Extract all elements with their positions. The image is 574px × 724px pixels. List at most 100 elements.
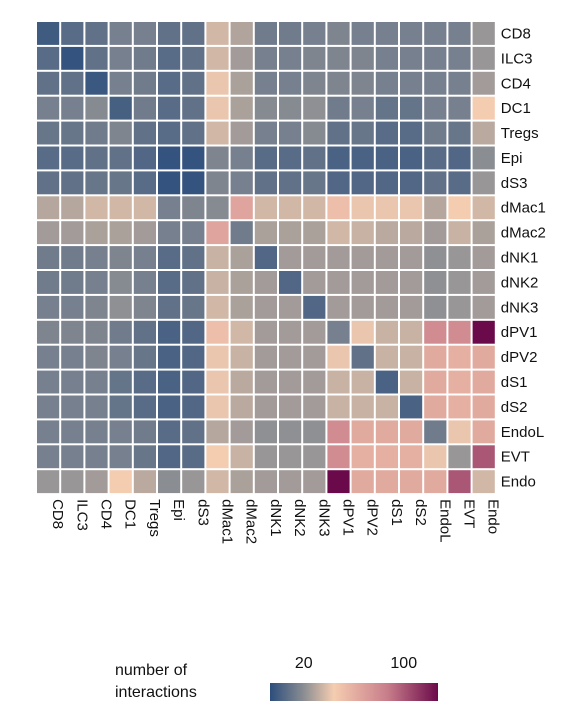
heatmap-cell-Tregs-CD8: [37, 121, 60, 145]
heatmap-cell-EndoL-Epi: [158, 420, 181, 444]
heatmap-cell-dS1-dNK3: [303, 370, 326, 394]
heatmap-cell-dS3-dS3: [182, 171, 205, 195]
heatmap-cell-dNK3-Epi: [158, 295, 181, 319]
heatmap-cell-EVT-dS2: [400, 445, 423, 469]
heatmap-cell-Epi-EVT: [448, 146, 471, 170]
row-label-Epi: Epi: [501, 150, 523, 167]
heatmap-cell-dNK3-dMac2: [230, 295, 253, 319]
heatmap-cell-DC1-EVT: [448, 96, 471, 120]
heatmap-cell-Epi-dS3: [182, 146, 205, 170]
heatmap-cell-Epi-dMac1: [206, 146, 229, 170]
heatmap-cell-dS2-dPV1: [327, 395, 350, 419]
col-label-EndoL: EndoL: [436, 499, 453, 542]
heatmap-cell-DC1-dMac2: [230, 96, 253, 120]
heatmap-cell-EndoL-dNK1: [254, 420, 277, 444]
heatmap-cell-DC1-dS1: [375, 96, 398, 120]
heatmap-cell-CD4-EndoL: [424, 71, 447, 95]
heatmap-cell-Tregs-EndoL: [424, 121, 447, 145]
heatmap-cell-dMac2-dPV2: [351, 221, 374, 245]
heatmap-cell-CD4-dNK2: [279, 71, 302, 95]
col-label-dS2: dS2: [412, 499, 429, 526]
heatmap-cell-CD4-EVT: [448, 71, 471, 95]
heatmap-cell-dPV1-dNK2: [279, 320, 302, 344]
heatmap-cell-dPV1-dMac1: [206, 320, 229, 344]
heatmap-cell-dS3-CD8: [37, 171, 60, 195]
heatmap-cell-EVT-CD4: [85, 445, 108, 469]
col-label-Epi: Epi: [170, 499, 187, 521]
heatmap-cell-dS2-dNK3: [303, 395, 326, 419]
row-label-dPV2: dPV2: [501, 349, 538, 366]
heatmap-cell-Tregs-dMac2: [230, 121, 253, 145]
heatmap-cell-DC1-dPV1: [327, 96, 350, 120]
heatmap-cell-dNK2-Endo: [472, 271, 495, 294]
heatmap-cell-dNK3-DC1: [109, 295, 132, 319]
heatmap-cell-CD8-dPV2: [351, 22, 374, 45]
heatmap-cell-EndoL-dS2: [400, 420, 423, 444]
heatmap-cell-dNK2-Tregs: [133, 271, 156, 294]
heatmap-cell-dNK1-Epi: [158, 246, 181, 269]
heatmap-cell-dPV1-CD8: [37, 320, 60, 344]
col-label-dPV1: dPV1: [340, 499, 357, 536]
heatmap-cell-dS3-EVT: [448, 171, 471, 195]
heatmap-cell-dPV2-dS1: [375, 345, 398, 369]
heatmap-cell-dS1-EVT: [448, 370, 471, 394]
heatmap-cell-Endo-dMac2: [230, 470, 253, 494]
heatmap-cell-CD4-Tregs: [133, 71, 156, 95]
heatmap-cell-Epi-EndoL: [424, 146, 447, 170]
heatmap-cell-dS1-dPV1: [327, 370, 350, 394]
heatmap-cell-Endo-Tregs: [133, 470, 156, 494]
heatmap-cell-ILC3-dS3: [182, 46, 205, 70]
heatmap-cell-CD4-Endo: [472, 71, 495, 95]
heatmap-cell-Endo-dS3: [182, 470, 205, 494]
heatmap-cell-Tregs-dNK1: [254, 121, 277, 145]
heatmap-cell-dPV1-dPV2: [351, 320, 374, 344]
heatmap-cell-CD4-dNK3: [303, 71, 326, 95]
heatmap-cell-dPV1-dS3: [182, 320, 205, 344]
heatmap-cell-Tregs-DC1: [109, 121, 132, 145]
heatmap-cell-dS2-dMac2: [230, 395, 253, 419]
row-label-Tregs: Tregs: [501, 125, 539, 142]
heatmap-cell-DC1-Tregs: [133, 96, 156, 120]
heatmap-cell-EndoL-dS1: [375, 420, 398, 444]
heatmap-cell-dMac1-dNK3: [303, 196, 326, 220]
heatmap-cell-EVT-Epi: [158, 445, 181, 469]
heatmap-cell-dS1-Epi: [158, 370, 181, 394]
heatmap-cell-dMac2-dNK2: [279, 221, 302, 245]
heatmap-cell-dPV2-dNK3: [303, 345, 326, 369]
row-label-DC1: DC1: [501, 100, 531, 117]
heatmap-cell-dPV1-dNK1: [254, 320, 277, 344]
heatmap-cell-CD4-dMac2: [230, 71, 253, 95]
heatmap-cell-DC1-DC1: [109, 96, 132, 120]
col-label-dS3: dS3: [194, 499, 211, 526]
heatmap-cell-dS3-Endo: [472, 171, 495, 195]
heatmap-cell-DC1-dNK1: [254, 96, 277, 120]
colorbar-tick-100: 100: [390, 655, 418, 672]
heatmap-cell-Tregs-CD4: [85, 121, 108, 145]
heatmap-cell-CD4-dS1: [375, 71, 398, 95]
row-label-ILC3: ILC3: [501, 50, 533, 67]
heatmap-cell-ILC3-dNK1: [254, 46, 277, 70]
heatmap-cell-Endo-EndoL: [424, 470, 447, 494]
heatmap-cell-dMac1-Tregs: [133, 196, 156, 220]
legend-title-line1: number of: [115, 662, 188, 679]
row-label-Endo: Endo: [501, 474, 536, 491]
heatmap-cell-Epi-Endo: [472, 146, 495, 170]
heatmap-cell-dNK3-dNK2: [279, 295, 302, 319]
heatmap-cell-dNK2-dS3: [182, 271, 205, 294]
heatmap-cell-Tregs-EVT: [448, 121, 471, 145]
heatmap-cell-EndoL-Endo: [472, 420, 495, 444]
heatmap-cell-dS3-dMac2: [230, 171, 253, 195]
heatmap-cell-dPV1-Epi: [158, 320, 181, 344]
heatmap-cell-EndoL-ILC3: [61, 420, 84, 444]
heatmap-cell-EndoL-dMac2: [230, 420, 253, 444]
heatmap-cell-dS1-Tregs: [133, 370, 156, 394]
heatmap-cell-CD4-dS2: [400, 71, 423, 95]
heatmap-cell-dPV1-Endo: [472, 320, 495, 344]
heatmap-cell-dMac1-dNK1: [254, 196, 277, 220]
heatmap-cell-dPV2-ILC3: [61, 345, 84, 369]
heatmap-cell-dS1-dS2: [400, 370, 423, 394]
colorbar: [270, 683, 438, 701]
heatmap-cell-EVT-Endo: [472, 445, 495, 469]
heatmap-cell-dS1-CD4: [85, 370, 108, 394]
heatmap-cell-Epi-ILC3: [61, 146, 84, 170]
